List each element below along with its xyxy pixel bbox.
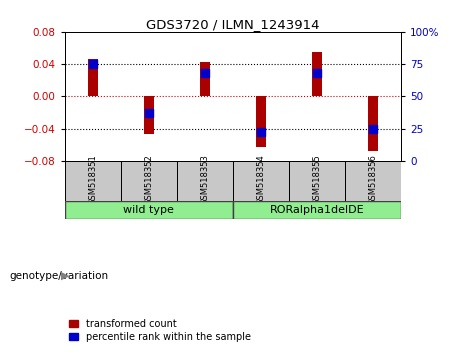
Title: GDS3720 / ILMN_1243914: GDS3720 / ILMN_1243914 [146,18,319,31]
Bar [256,96,266,147]
Text: wild type: wild type [123,205,174,215]
Text: GSM518352: GSM518352 [144,155,153,205]
Bar [233,201,401,219]
Point [201,70,208,76]
Bar [289,161,345,201]
Bar [65,161,121,201]
Bar [312,52,322,96]
Point [313,70,321,76]
Bar [233,161,289,201]
Text: GSM518355: GSM518355 [313,155,321,205]
Bar [345,161,401,201]
Bar [65,201,233,219]
Point [257,130,265,135]
Point [145,110,152,116]
Bar [88,59,98,96]
Text: genotype/variation: genotype/variation [9,271,108,281]
Bar [368,96,378,151]
Legend: transformed count, percentile rank within the sample: transformed count, percentile rank withi… [70,319,251,342]
Text: GSM518351: GSM518351 [88,155,97,205]
Bar [177,161,233,201]
Text: ▶: ▶ [61,271,70,281]
Text: RORalpha1delDE: RORalpha1delDE [270,205,364,215]
Text: GSM518353: GSM518353 [200,155,209,205]
Point [369,126,377,131]
Point [89,61,96,67]
Text: GSM518356: GSM518356 [368,155,378,205]
Bar [200,62,210,96]
Bar [121,161,177,201]
Text: GSM518354: GSM518354 [256,155,266,205]
Bar [144,96,154,134]
